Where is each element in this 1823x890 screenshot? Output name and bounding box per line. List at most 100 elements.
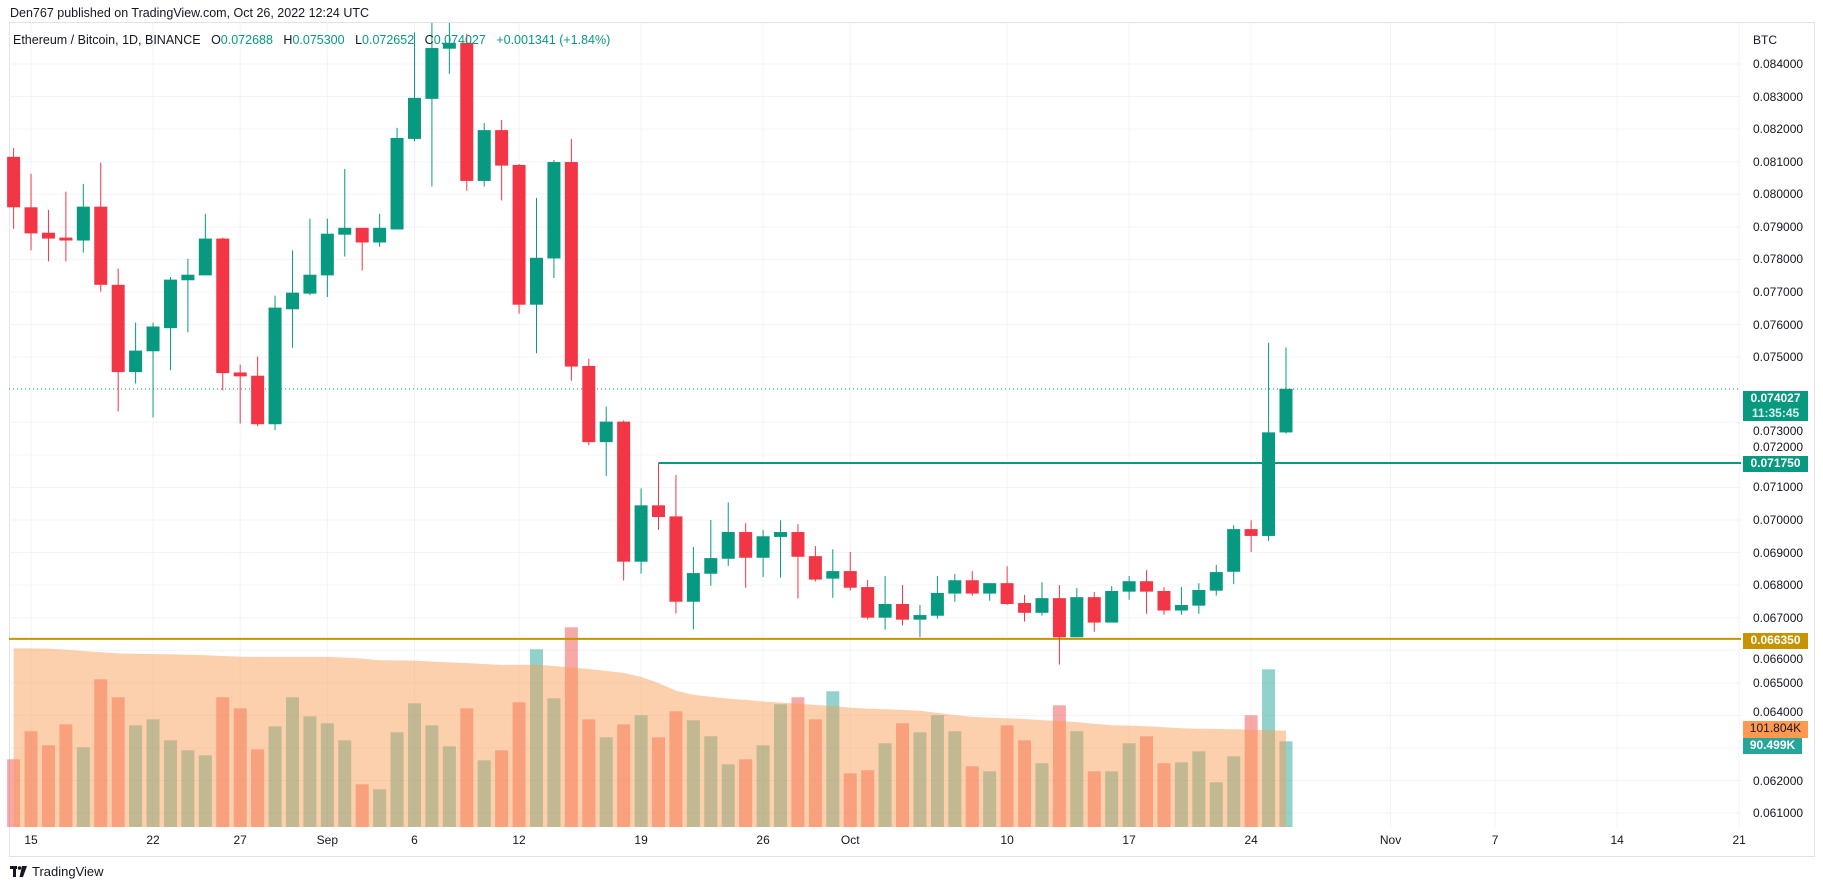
candle[interactable] bbox=[1157, 587, 1171, 615]
candle[interactable] bbox=[878, 576, 892, 630]
price-tick-label: 0.075000 bbox=[1753, 350, 1804, 365]
candle[interactable] bbox=[756, 530, 770, 577]
candle[interactable] bbox=[512, 163, 526, 314]
candle[interactable] bbox=[704, 519, 718, 586]
candle[interactable] bbox=[843, 551, 857, 591]
candle[interactable] bbox=[582, 358, 596, 446]
volume-bar bbox=[617, 724, 631, 827]
candle[interactable] bbox=[826, 549, 840, 598]
candle[interactable] bbox=[59, 191, 73, 262]
candle[interactable] bbox=[442, 23, 456, 74]
candle[interactable] bbox=[808, 546, 822, 582]
candle[interactable] bbox=[1244, 520, 1258, 552]
candle-body bbox=[1244, 529, 1258, 536]
tradingview-logo[interactable]: TradingView bbox=[10, 864, 104, 879]
candle[interactable] bbox=[129, 322, 143, 384]
candle[interactable] bbox=[861, 579, 875, 620]
candle[interactable] bbox=[285, 250, 299, 348]
candle[interactable] bbox=[774, 520, 788, 578]
candle[interactable] bbox=[111, 268, 125, 412]
horizontal-lines[interactable] bbox=[9, 388, 1741, 640]
candle[interactable] bbox=[94, 162, 108, 292]
candle[interactable] bbox=[1122, 576, 1136, 600]
candle[interactable] bbox=[948, 574, 962, 602]
volume-bar bbox=[1174, 762, 1188, 827]
candle[interactable] bbox=[76, 183, 90, 253]
candle[interactable] bbox=[1279, 347, 1293, 434]
price-tick-label: 0.079000 bbox=[1753, 219, 1804, 234]
candle[interactable] bbox=[1087, 591, 1101, 632]
candle[interactable] bbox=[1018, 594, 1032, 622]
candle[interactable] bbox=[373, 213, 387, 247]
candle[interactable] bbox=[24, 173, 38, 251]
candle[interactable] bbox=[163, 277, 177, 371]
candle[interactable] bbox=[425, 23, 439, 187]
candle[interactable] bbox=[599, 406, 613, 477]
candle[interactable] bbox=[495, 120, 509, 201]
candle[interactable] bbox=[320, 218, 334, 297]
candle[interactable] bbox=[251, 356, 265, 427]
candle[interactable] bbox=[303, 218, 317, 296]
candle-body bbox=[564, 162, 578, 367]
candle[interactable] bbox=[181, 258, 195, 333]
time-tick-label: 19 bbox=[634, 833, 648, 847]
candle-body bbox=[512, 164, 526, 305]
candle[interactable] bbox=[1209, 564, 1223, 596]
candle[interactable] bbox=[564, 138, 578, 381]
candle[interactable] bbox=[791, 524, 805, 599]
candle[interactable] bbox=[1262, 342, 1276, 541]
candle[interactable] bbox=[1174, 587, 1188, 615]
candle[interactable] bbox=[355, 227, 369, 271]
candle[interactable] bbox=[1035, 582, 1049, 616]
symbol-name[interactable]: Ethereum / Bitcoin, 1D, BINANCE bbox=[13, 33, 201, 47]
candle[interactable] bbox=[634, 488, 648, 574]
time-tick-label: 15 bbox=[24, 833, 38, 847]
candle[interactable] bbox=[1000, 566, 1014, 605]
time-tick-label: Sep bbox=[316, 833, 339, 847]
candle[interactable] bbox=[233, 364, 247, 424]
volume-bar bbox=[512, 702, 526, 827]
candles[interactable] bbox=[7, 23, 1293, 665]
candle[interactable] bbox=[477, 122, 491, 187]
candle[interactable] bbox=[146, 322, 160, 418]
candle[interactable] bbox=[669, 475, 683, 614]
price-tick-label: 0.073000 bbox=[1753, 423, 1804, 438]
candle-body bbox=[1105, 590, 1119, 623]
candle[interactable] bbox=[983, 583, 997, 601]
candle[interactable] bbox=[896, 585, 910, 626]
candle[interactable] bbox=[198, 213, 212, 276]
volume-bar bbox=[547, 698, 561, 827]
volume-bar bbox=[1262, 669, 1276, 827]
candle[interactable] bbox=[739, 523, 753, 588]
candle[interactable] bbox=[652, 462, 666, 530]
candle[interactable] bbox=[1070, 588, 1084, 638]
candle[interactable] bbox=[338, 168, 352, 257]
candle[interactable] bbox=[460, 33, 474, 191]
candle-body bbox=[1192, 590, 1206, 606]
candle[interactable] bbox=[617, 420, 631, 581]
time-tick-label: 17 bbox=[1122, 833, 1136, 847]
candle[interactable] bbox=[1140, 570, 1154, 614]
candle[interactable] bbox=[721, 502, 735, 566]
candle-body bbox=[913, 615, 927, 620]
candle[interactable] bbox=[913, 604, 927, 638]
candle[interactable] bbox=[216, 237, 230, 391]
volume-bar bbox=[930, 715, 944, 827]
candle[interactable] bbox=[1192, 583, 1206, 614]
candle[interactable] bbox=[41, 209, 55, 262]
candle[interactable] bbox=[1052, 585, 1066, 665]
candle-body bbox=[1174, 604, 1188, 611]
candle[interactable] bbox=[407, 32, 421, 142]
candle[interactable] bbox=[686, 547, 700, 630]
candle[interactable] bbox=[965, 571, 979, 596]
candle[interactable] bbox=[547, 160, 561, 278]
candle[interactable] bbox=[1105, 586, 1119, 623]
candle[interactable] bbox=[1227, 525, 1241, 585]
candle[interactable] bbox=[268, 295, 282, 431]
candle[interactable] bbox=[7, 148, 21, 229]
candle[interactable] bbox=[530, 197, 543, 354]
candle-body bbox=[7, 156, 21, 208]
candle[interactable] bbox=[930, 576, 944, 619]
candle[interactable] bbox=[390, 127, 404, 230]
